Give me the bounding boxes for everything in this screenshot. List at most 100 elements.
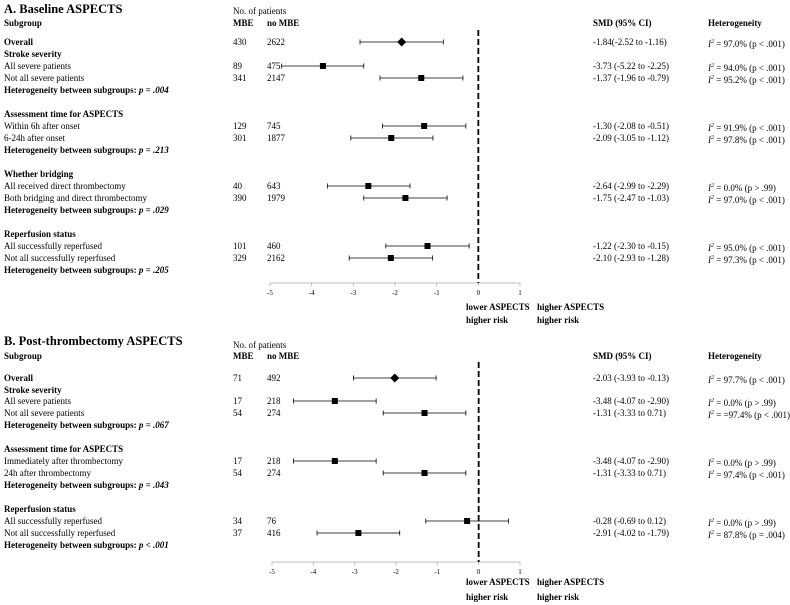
i-squared-symbol: I2: [708, 530, 714, 540]
row-heterogeneity: I2 = 0.0% (p > .99): [708, 458, 776, 468]
row-no-mbe-count: 76: [267, 516, 276, 526]
row-heterogeneity: I2 = 97.8% (p < .001): [708, 135, 785, 145]
panel-title: B. Post-thrombectomy ASPECTS: [4, 334, 183, 348]
point-estimate-marker: [421, 410, 428, 416]
direction-label-left-top: lower ASPECTS: [466, 577, 530, 587]
row-label: All successfully reperfused: [4, 516, 102, 526]
row-heterogeneity: I2 = 91.9% (p < .001): [708, 123, 785, 133]
point-estimate-marker: [418, 75, 425, 81]
x-axis-tick-label: -1: [434, 568, 440, 576]
row-label: Within 6h after onset: [4, 121, 80, 131]
overall-estimate-diamond: [390, 373, 400, 383]
row-no-mbe-count: 218: [267, 396, 281, 406]
row-heterogeneity: I2 = 97.0% (p < .001): [708, 195, 785, 205]
row-no-mbe-count: 492: [267, 373, 281, 383]
row-mbe-count: 301: [233, 133, 247, 143]
row-no-mbe-count: 1877: [267, 133, 285, 143]
row-label: All severe patients: [4, 396, 71, 406]
row-label: Not all severe patients: [4, 73, 85, 83]
subgroup-heterogeneity-label: Heterogeneity between subgroups: p = .02…: [4, 205, 169, 215]
point-estimate-marker: [464, 518, 471, 524]
row-smd-ci: -1.31 (-3.33 to 0.71): [593, 468, 666, 478]
row-no-mbe-count: 1979: [267, 193, 285, 203]
no-mbe-column-header: no MBE: [267, 18, 300, 28]
x-axis-tick-label: -2: [393, 568, 399, 576]
i-squared-symbol: I2: [708, 470, 714, 480]
point-estimate-marker: [331, 458, 338, 464]
row-no-mbe-count: 218: [267, 456, 281, 466]
subgroup-heterogeneity-label: Heterogeneity between subgroups: p < .00…: [4, 540, 169, 550]
i-squared-symbol: I2: [708, 183, 714, 193]
patients-group-header: No. of patients: [233, 6, 287, 16]
row-heterogeneity: I2 = 0.0% (p > .99): [708, 398, 776, 408]
x-axis-tick-label: -5: [269, 568, 275, 576]
i-squared-symbol: I2: [708, 458, 714, 468]
x-axis-tick-label: 1: [518, 568, 522, 576]
row-smd-ci: -1.22 (-2.30 to -0.15): [593, 241, 669, 251]
i-squared-symbol: I2: [708, 39, 714, 49]
row-smd-ci: -0.28 (-0.69 to 0.12): [593, 516, 666, 526]
row-heterogeneity: I2 = 87.8% (p = .004): [708, 530, 785, 540]
overall-estimate-diamond: [397, 37, 407, 47]
row-smd-ci: -2.64 (-2.99 to -2.29): [593, 181, 669, 191]
row-label: 24h after thrombectomy: [4, 468, 91, 478]
row-mbe-count: 17: [233, 396, 242, 406]
row-heterogeneity: I2 = 97.0% (p < .001): [708, 39, 785, 49]
i-squared-symbol: I2: [708, 398, 714, 408]
x-axis-tick-label: -4: [310, 568, 316, 576]
row-heterogeneity: I2 = 0.0% (p > .99): [708, 183, 776, 193]
point-estimate-marker: [421, 123, 428, 129]
subgroup-category-header: Assessment time for ASPECTS: [4, 109, 124, 119]
subgroup-heterogeneity-label: Heterogeneity between subgroups: p = .20…: [4, 265, 169, 275]
subgroup-category-header: Reperfusion status: [4, 229, 76, 239]
patients-group-header: No. of patients: [233, 340, 287, 350]
row-heterogeneity: I2 = 95.0% (p < .001): [708, 243, 785, 253]
row-mbe-count: 37: [233, 528, 242, 538]
row-heterogeneity: I2 = =97.4% (p < .001): [708, 410, 790, 420]
row-mbe-count: 390: [233, 193, 247, 203]
x-axis-tick-label: 0: [477, 289, 481, 297]
row-mbe-count: 89: [233, 61, 242, 71]
row-no-mbe-count: 274: [267, 408, 281, 418]
row-no-mbe-count: 2622: [267, 37, 285, 47]
row-smd-ci: -2.09 (-3.05 to -1.12): [593, 133, 669, 143]
direction-label-left-bottom: higher risk: [466, 315, 509, 325]
direction-label-left-bottom: higher risk: [466, 592, 509, 602]
i-squared-symbol: I2: [708, 135, 714, 145]
heterogeneity-p-value: p = .205: [138, 265, 169, 275]
row-no-mbe-count: 643: [267, 181, 281, 191]
point-estimate-marker: [424, 243, 431, 249]
row-label: Both bridging and direct thrombectomy: [4, 193, 147, 203]
row-no-mbe-count: 274: [267, 468, 281, 478]
row-heterogeneity: I2 = 0.0% (p > .99): [708, 518, 776, 528]
point-estimate-marker: [319, 63, 326, 69]
subgroup-category-header: Stroke severity: [4, 49, 62, 59]
row-smd-ci: -2.10 (-2.93 to -1.28): [593, 253, 669, 263]
row-mbe-count: 40: [233, 181, 242, 191]
row-smd-ci: -1.37 (-1.96 to -0.79): [593, 73, 669, 83]
i-squared-symbol: I2: [708, 75, 714, 85]
point-estimate-marker: [388, 135, 395, 141]
point-estimate-marker: [331, 398, 338, 404]
point-estimate-marker: [387, 255, 394, 261]
forest-plot-baseline: A. Baseline ASPECTS No. of patients Subg…: [4, 2, 785, 325]
row-mbe-count: 54: [233, 408, 242, 418]
i-squared-symbol: I2: [708, 123, 714, 133]
row-label: Not all severe patients: [4, 408, 85, 418]
row-mbe-count: 430: [233, 37, 247, 47]
subgroup-category-header: Reperfusion status: [4, 504, 76, 514]
row-label: Not all successfully reperfused: [4, 253, 116, 263]
subgroup-category-header: Assessment time for ASPECTS: [4, 444, 124, 454]
heterogeneity-p-value: p = .213: [138, 145, 169, 155]
i-squared-symbol: I2: [708, 410, 714, 420]
row-no-mbe-count: 2162: [267, 253, 285, 263]
row-heterogeneity: I2 = 97.7% (p < .001): [708, 375, 785, 385]
heterogeneity-p-value: p = .067: [138, 420, 169, 430]
row-mbe-count: 101: [233, 241, 247, 251]
row-mbe-count: 54: [233, 468, 242, 478]
heterogeneity-p-value: p = .029: [138, 205, 169, 215]
row-mbe-count: 129: [233, 121, 247, 131]
row-mbe-count: 17: [233, 456, 242, 466]
subgroup-heterogeneity-label: Heterogeneity between subgroups: p = .00…: [4, 85, 169, 95]
row-smd-ci: -1.75 (-2.47 to -1.03): [593, 193, 669, 203]
